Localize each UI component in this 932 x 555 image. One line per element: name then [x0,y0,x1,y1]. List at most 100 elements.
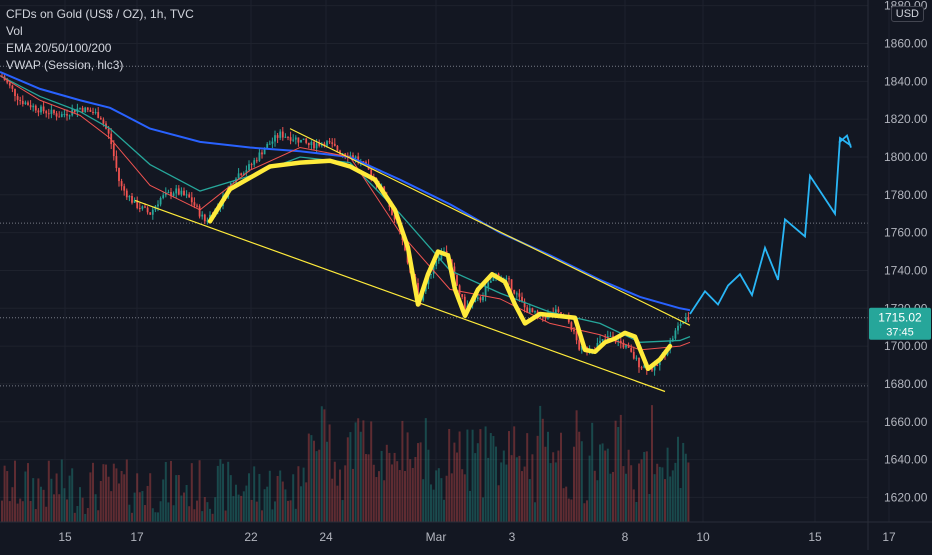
candle-body [16,96,19,100]
candle-body [513,289,516,294]
candle-body [45,111,48,114]
volume-bar [489,433,492,522]
candle-body [201,214,204,217]
volume-bar [45,506,48,522]
volume-bar [120,470,123,522]
volume-bar [170,460,172,522]
candle-body [484,286,487,297]
time-tick-label: 17 [882,530,896,544]
candle-body [276,135,279,138]
candle-body [677,325,679,331]
volume-bar [53,494,55,522]
candle-body [544,316,547,319]
volume-bar [658,466,661,522]
volume-bar [21,501,24,522]
candle-body [609,335,612,337]
volume-bar [339,469,341,522]
volume-bar [523,466,526,522]
volume-bar [578,431,581,522]
volume-bar [414,456,417,522]
candle-body [492,275,495,282]
price-tick-label: 1740.00 [884,263,928,277]
candle-body [687,317,690,320]
vwap-indicator-label[interactable]: VWAP (Session, hlc3) [6,58,124,72]
candlesticks [1,73,690,376]
volume-bar [268,470,271,522]
candle-body [370,169,373,177]
candle-body [643,365,646,368]
volume-bar [216,465,219,522]
price-axis[interactable]: 1620.001640.001660.001680.001700.001720.… [867,0,928,550]
volume-bar [81,497,84,522]
candle-body [528,308,531,313]
volume-bar [250,499,253,522]
volume-bar [684,453,687,522]
volume-bar [84,513,87,522]
candle-body [315,143,318,149]
candle-body [456,275,458,286]
volume-bar [331,478,334,522]
volume-bar [159,501,162,522]
volume-bar [596,480,599,522]
volume-indicator-label[interactable]: Vol [6,24,23,38]
volume-bar [497,485,500,522]
volume-bar [318,449,321,522]
volume-bar [1,500,3,522]
candle-body [144,206,146,208]
currency-button[interactable]: USD [890,6,924,22]
time-axis[interactable]: 15 17 22 24 Mar 3 8 10 15 17 [0,521,932,544]
price-tag-value: 1715.02 [878,311,922,325]
volume-bar [32,478,35,522]
volume-bar [310,435,313,522]
volume-bar [76,505,79,522]
volume-bar [500,462,503,522]
volume-bar [138,492,141,522]
candle-body [237,173,240,179]
volume-bar [292,474,295,522]
candle-body [193,202,196,206]
volume-bar [515,457,518,522]
candle-body [300,139,302,143]
volume-bar [539,405,542,522]
candle-body [253,160,256,165]
candle-body [362,161,365,163]
candle-body [458,285,461,295]
volume-bar [185,485,188,522]
volume-bar [11,487,14,522]
volume-bar [289,500,292,522]
trendline [289,128,691,326]
volume-bar [435,470,438,522]
volume-bar [586,500,588,522]
volume-bar [471,429,474,522]
volume-bar [211,513,214,522]
volume-bar [86,508,89,522]
volume-bar [385,444,388,522]
volume-bar [320,406,323,522]
symbol-title[interactable]: CFDs on Gold (US$ / OZ), 1h, TVC [6,7,194,21]
candle-body [8,82,11,86]
volume-bar [502,450,505,522]
volume-bar [71,468,74,522]
volume-bar [253,466,256,522]
volume-bar [541,418,544,522]
volume-bar [214,497,217,522]
price-tick-label: 1760.00 [884,226,928,240]
volume-bar [632,489,635,522]
volume-bar [653,474,656,522]
volume-bar [560,432,562,522]
candle-body [344,153,347,156]
ema-indicator-label[interactable]: EMA 20/50/100/200 [6,41,112,55]
candle-body [567,317,570,323]
candle-body [263,148,266,155]
volume-bar [492,436,495,522]
candle-body [183,190,185,196]
price-tick-label: 1620.00 [884,490,928,504]
candle-body [172,193,175,196]
candle-body [42,106,45,112]
volume-bar [8,501,11,522]
drawings[interactable] [134,128,852,393]
candle-body [11,85,14,89]
chart-legend: CFDs on Gold (US$ / OZ), 1h, TVC Vol EMA… [6,6,194,74]
